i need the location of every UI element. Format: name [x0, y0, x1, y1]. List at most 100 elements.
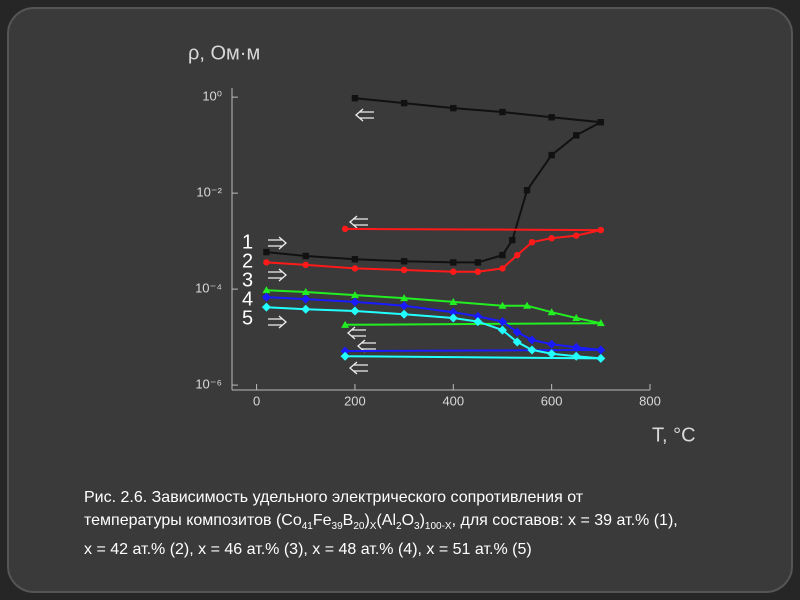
marker — [474, 268, 482, 275]
y-tick-label: 10⁻⁴ — [195, 281, 222, 296]
marker — [351, 95, 359, 102]
marker — [341, 320, 350, 328]
marker — [547, 308, 556, 316]
marker — [497, 317, 507, 327]
marker — [509, 236, 516, 244]
marker — [498, 301, 507, 309]
arrow — [347, 326, 366, 340]
marker — [523, 301, 532, 309]
marker — [301, 304, 311, 314]
legend-label: 2 — [242, 250, 253, 272]
marker — [528, 238, 536, 246]
marker — [340, 346, 350, 356]
marker — [514, 251, 521, 259]
y-tick-label: 10⁻⁶ — [195, 377, 222, 392]
marker — [449, 297, 458, 305]
arrow — [355, 108, 374, 122]
marker — [400, 294, 409, 302]
marker — [499, 251, 506, 259]
marker — [527, 345, 537, 355]
marker — [474, 259, 482, 266]
caption-text: Fe — [312, 512, 332, 529]
y-tick-label: 10⁻² — [196, 185, 222, 200]
marker — [399, 301, 409, 311]
x-tick-label: 800 — [639, 393, 661, 408]
marker — [573, 232, 580, 239]
caption-sub: 100-X — [424, 521, 452, 533]
marker — [572, 313, 581, 321]
marker — [548, 151, 555, 159]
y-tick-label: 10⁰ — [202, 89, 222, 104]
marker — [548, 114, 555, 121]
marker — [350, 297, 360, 307]
legend-label: 3 — [242, 269, 253, 291]
marker — [596, 353, 606, 363]
marker — [497, 325, 507, 335]
marker — [499, 108, 506, 116]
marker — [473, 311, 483, 321]
marker — [400, 258, 408, 265]
marker — [450, 259, 457, 266]
arrow — [268, 268, 287, 282]
legend-label: 4 — [242, 288, 253, 310]
x-tick-label: 200 — [344, 393, 366, 408]
direction-arrows — [268, 108, 376, 375]
marker — [262, 286, 271, 294]
marker — [597, 226, 605, 234]
legend-label: 1 — [242, 231, 253, 253]
marker — [448, 307, 458, 317]
marker — [341, 225, 349, 233]
marker — [512, 327, 522, 337]
caption-sub: 20 — [353, 521, 365, 533]
marker — [597, 119, 605, 126]
caption-sub: 3 — [414, 521, 420, 533]
marker — [512, 337, 522, 347]
arrow — [268, 315, 287, 329]
marker — [523, 187, 531, 194]
marker — [263, 248, 270, 256]
marker — [302, 261, 309, 269]
marker — [301, 294, 311, 304]
x-tick-label: 400 — [442, 393, 464, 408]
marker — [301, 288, 310, 296]
marker — [571, 342, 581, 352]
caption-sub: 2 — [396, 521, 402, 533]
marker — [473, 317, 483, 327]
caption-text: Рис. 2.6. Зависимость удельного электрич… — [84, 489, 584, 529]
marker — [448, 313, 458, 323]
figure-caption: Рис. 2.6. Зависимость удельного электрич… — [84, 486, 684, 561]
x-tick-label: 600 — [541, 393, 563, 408]
caption-text: O — [401, 512, 415, 529]
marker — [263, 259, 270, 266]
arrow — [268, 236, 287, 250]
y-axis-title: ρ, Ом·м — [188, 42, 260, 64]
marker — [548, 234, 555, 242]
x-axis-title: T, °C — [652, 424, 696, 446]
marker — [302, 252, 309, 260]
marker — [350, 291, 359, 299]
marker — [400, 99, 408, 107]
marker — [261, 302, 271, 312]
caption-sub: 41 — [301, 521, 313, 533]
caption-sub: X — [369, 521, 377, 533]
caption-text: , для составов: x = 39 ат.% (1), x = 42 … — [84, 512, 678, 559]
marker — [547, 349, 557, 359]
marker — [571, 351, 581, 361]
caption-text: ) — [364, 512, 370, 529]
marker — [261, 292, 271, 302]
caption-sub: 39 — [331, 521, 343, 533]
marker — [351, 255, 359, 263]
marker — [450, 268, 457, 275]
marker — [527, 335, 537, 345]
marker — [350, 306, 360, 316]
marker — [499, 265, 506, 272]
arrow — [357, 339, 376, 353]
x-tick-label: 0 — [253, 393, 260, 408]
legend-label: 5 — [242, 307, 253, 329]
marker — [340, 351, 350, 361]
caption-text: ) — [419, 512, 425, 529]
slide-panel — [7, 7, 793, 593]
marker — [351, 265, 359, 272]
